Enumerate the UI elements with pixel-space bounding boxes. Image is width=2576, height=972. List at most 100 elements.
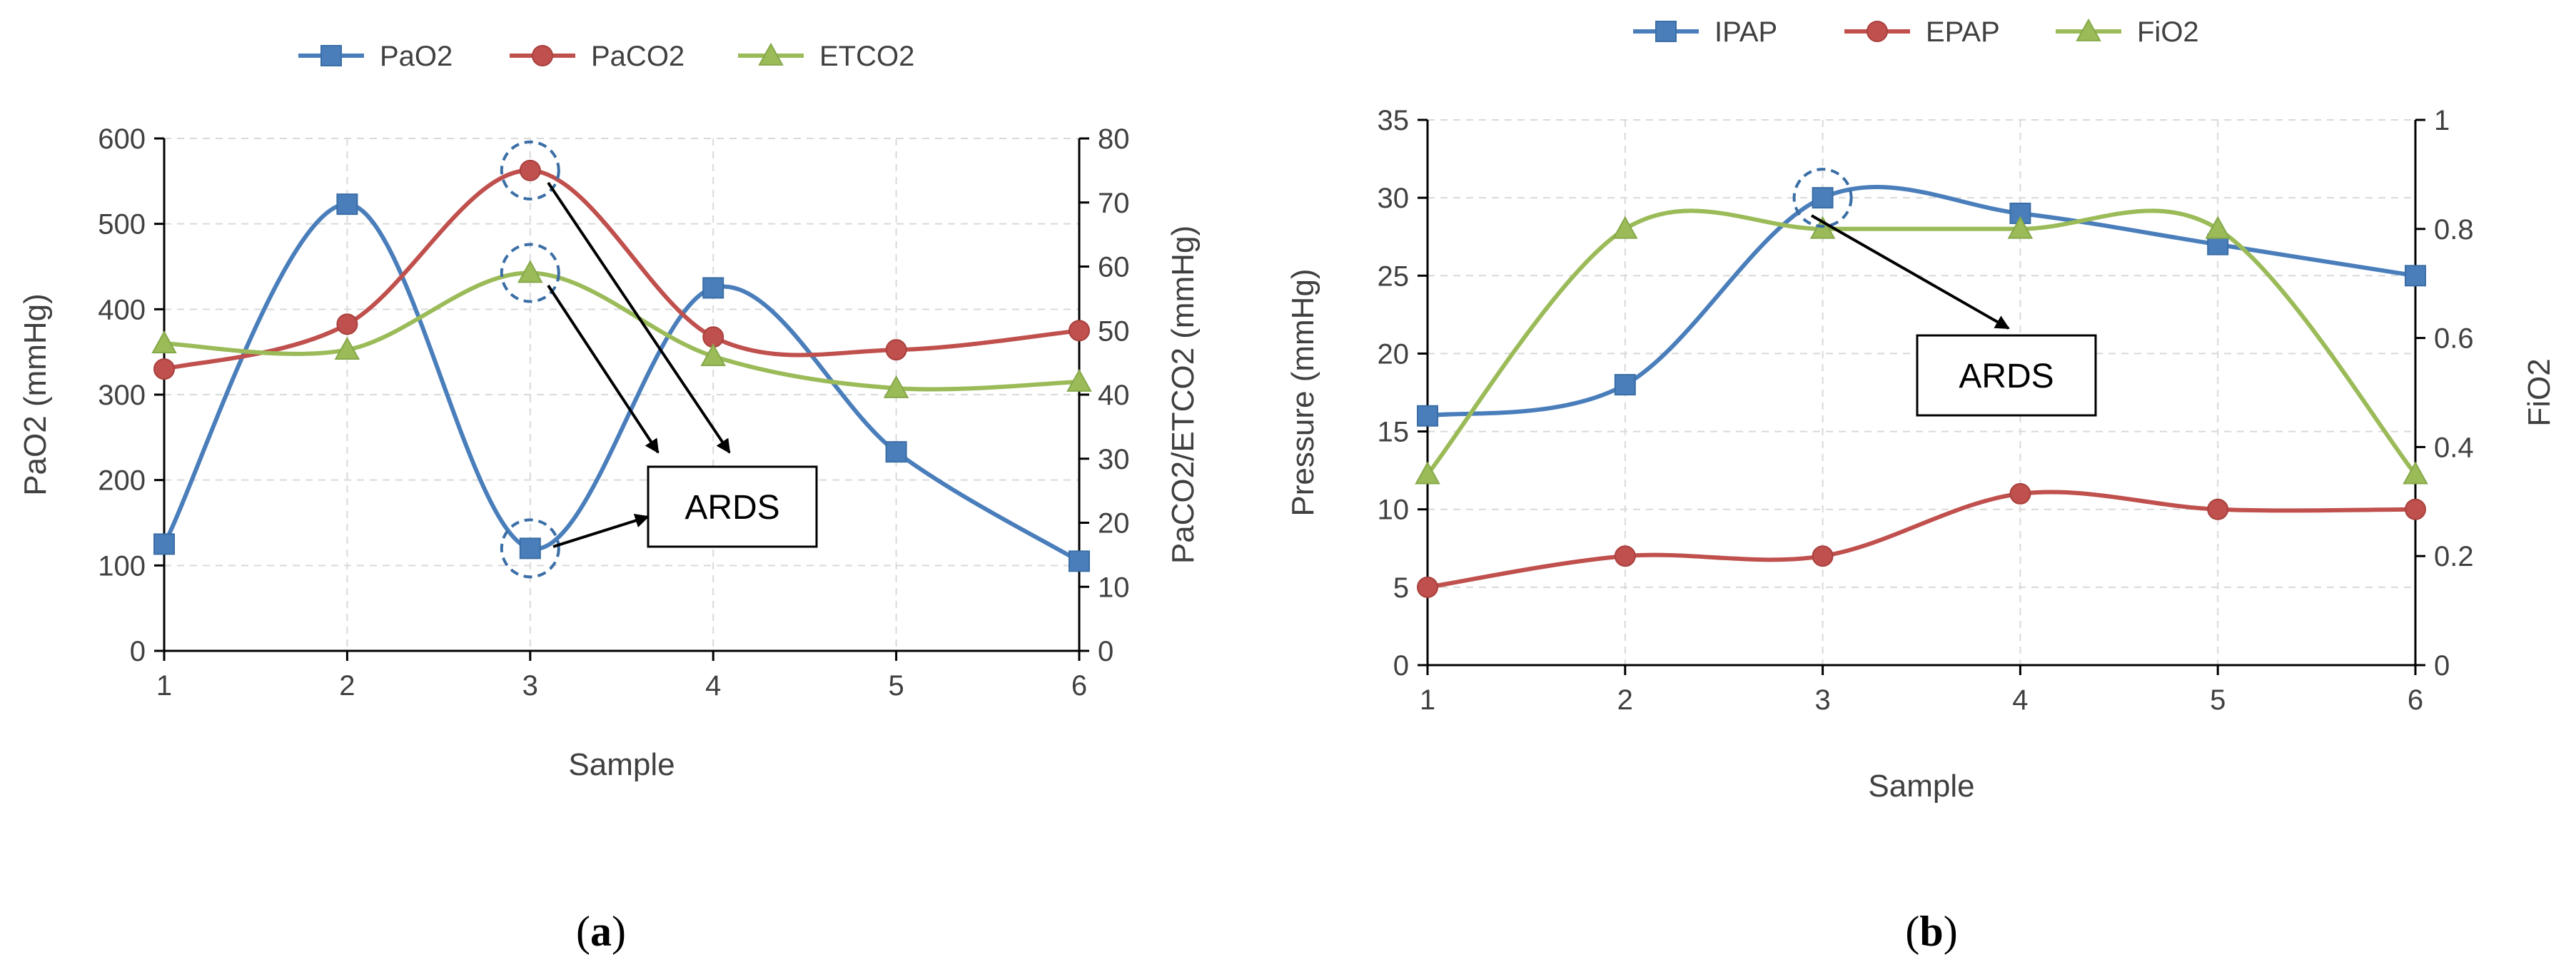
y-tick-label: 10 [1378,495,1410,526]
legend-label: EPAP [1926,16,2000,48]
data-point-paco2 [885,339,907,361]
data-point-etco2 [883,375,909,398]
y-tick-label: 35 [1378,105,1410,136]
data-point-epap [2405,498,2426,520]
annotation-arrow [547,284,660,454]
series-line-pao2 [162,202,1081,563]
data-point-pao2 [153,533,175,555]
callout-box [1916,334,2097,417]
series-pao2 [153,193,1090,572]
y2-axis-title: PaCO2/ETCO2 (mmHg) [1166,226,1201,564]
data-point-epap [2009,482,2031,505]
annotation-arrow [547,181,731,454]
series-line-fio2 [1425,208,2418,476]
highlight-circle [500,140,560,201]
y-axis-title: Pressure (mmHg) [1286,268,1320,516]
data-point-fio2 [1415,461,1440,485]
legend: IPAP EPAP FiO2 [1633,16,2199,48]
data-point-pao2 [1069,550,1090,572]
panel-label: (a) [576,908,626,955]
y2-axis-title: FiO2 [2522,358,2557,426]
x-tick-label: 1 [156,670,172,702]
legend-label: PaO2 [380,41,453,72]
panel-label-paren: ( [576,908,590,955]
x-tick-label: 1 [1420,684,1435,716]
y-tick-label: 0 [1393,650,1409,682]
x-tick-label: 3 [1814,684,1830,716]
y2-tick-label: 0.6 [2434,323,2474,355]
y2-tick-label: 60 [1098,252,1130,283]
data-point-ipap [1417,405,1438,427]
series-line-epap [1427,490,2416,589]
annotation-arrow [552,513,650,548]
legend-label: ETCO2 [819,41,914,72]
highlight-circle [1792,168,1853,228]
data-point-epap [2207,498,2229,520]
x-tick-label: 6 [1071,670,1087,702]
x-axis-title: Sample [1868,769,1974,804]
series-paco2 [153,159,1090,380]
y-tick-label: 100 [98,550,146,582]
data-point-etco2 [151,330,177,354]
series-line-ipap [1427,185,2416,418]
data-point-fio2 [1612,216,1638,239]
x-axis-title: Sample [568,747,675,782]
data-point-fio2 [1809,216,1836,239]
y-tick-label: 25 [1378,260,1410,292]
legend-label: PaCO2 [591,41,685,72]
highlight-circle [500,518,560,579]
x-tick-label: 2 [1617,684,1633,716]
highlight-circle [500,243,560,303]
x-tick-label: 5 [888,670,904,702]
legend-marker [1867,21,1888,42]
x-tick-label: 4 [705,670,721,702]
legend-label: FiO2 [2137,16,2199,48]
y2-tick-label: 0.8 [2434,214,2474,245]
ards-annotation: ARDS [1792,168,2097,417]
legend-marker [1655,21,1677,42]
y-tick-label: 15 [1378,417,1410,448]
series-line-etco2 [163,270,1080,392]
x-tick-label: 3 [522,670,538,702]
legend-marker [320,45,342,66]
data-point-epap [1614,545,1636,567]
y-tick-label: 300 [98,380,146,411]
panel-label-letter: a [590,908,612,955]
panel-label-paren: ( [1905,908,1919,955]
x-tick-label: 6 [2408,684,2423,716]
y-tick-label: 0 [130,636,146,667]
data-point-fio2 [2403,461,2428,485]
callout-label: ARDS [1959,358,2054,395]
y-tick-label: 5 [1393,572,1409,604]
y2-tick-label: 80 [1098,123,1130,155]
data-point-paco2 [519,159,541,181]
data-point-pao2 [885,441,907,463]
data-point-epap [1812,545,1834,567]
y2-tick-label: 1 [2434,105,2450,136]
y2-tick-label: 10 [1098,572,1130,603]
panel-label-paren: ) [612,908,626,955]
data-point-pao2 [336,193,358,216]
series-fio2 [1415,208,2428,485]
data-point-ipap [1614,374,1636,396]
data-point-etco2 [334,337,360,360]
series-etco2 [151,260,1092,398]
data-point-epap [1417,576,1438,598]
y2-tick-label: 30 [1098,444,1130,475]
x-tick-label: 4 [2012,684,2028,716]
callout-box [647,465,818,548]
data-point-etco2 [517,260,543,283]
callout-label: ARDS [685,489,779,527]
series-epap [1417,482,2426,598]
y2-tick-label: 0.2 [2434,541,2474,572]
y-tick-label: 600 [98,123,146,155]
data-point-ipap [1812,187,1834,209]
legend-marker [532,45,553,66]
y2-tick-label: 0 [2434,650,2450,682]
chart-panel-b: 0 5 10 15 20 25 30 35 0 0.2 0.4 0.6 0.8 1 1 2 3 4 5 6 Pressu… [1286,16,2557,955]
panel-label-letter: b [1919,908,1943,955]
data-point-fio2 [2205,216,2231,239]
data-point-paco2 [153,358,175,380]
y-tick-label: 20 [1378,338,1410,370]
